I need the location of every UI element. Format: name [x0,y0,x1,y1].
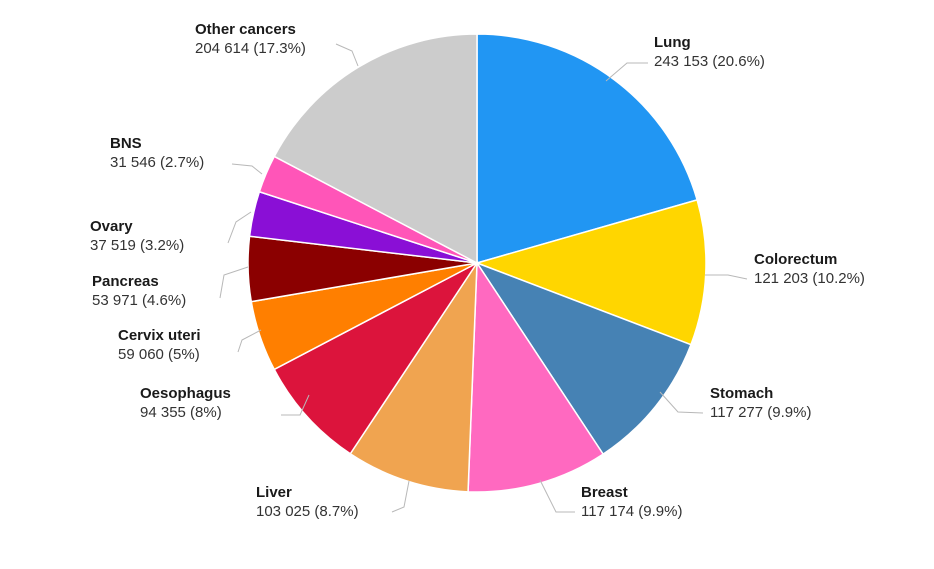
slice-label-ovary: Ovary [90,218,133,235]
slice-label-colorectum: Colorectum [754,251,837,268]
leader-line-cervix-uteri [237,329,262,353]
slice-value-cervix-uteri: 59 060 (5%) [118,346,200,363]
leader-line-bns [231,163,263,175]
leader-line-colorectum [705,274,748,280]
slice-label-stomach: Stomach [710,385,773,402]
slice-liver[interactable] [349,260,478,493]
slice-oesophagus[interactable] [273,262,478,455]
slice-value-breast: 117 174 (9.9%) [581,503,682,520]
slice-label-lung: Lung [654,34,691,51]
leader-line-breast [539,479,575,513]
leader-line-pancreas [219,266,249,299]
slice-other-cancers[interactable] [273,33,478,265]
slice-breast[interactable] [467,260,605,493]
slice-label-breast: Breast [581,484,628,501]
slice-value-colorectum: 121 203 (10.2%) [754,270,865,287]
leader-line-other-cancers [335,43,359,67]
slice-value-pancreas: 53 971 (4.6%) [92,292,186,309]
leader-line-oesophagus [281,394,310,416]
slice-value-stomach: 117 277 (9.9%) [710,404,811,421]
slice-value-bns: 31 546 (2.7%) [110,154,204,171]
slice-label-liver: Liver [256,484,292,501]
slice-lung[interactable] [476,33,699,264]
slice-value-oesophagus: 94 355 (8%) [140,404,222,421]
leader-line-stomach [659,391,704,414]
slice-value-ovary: 37 519 (3.2%) [90,237,184,254]
slice-colorectum[interactable] [474,198,707,346]
slice-label-pancreas: Pancreas [92,273,159,290]
slice-label-other-cancers: Other cancers [195,21,296,38]
slice-label-bns: BNS [110,135,142,152]
slice-value-lung: 243 153 (20.6%) [654,53,765,70]
slice-label-cervix-uteri: Cervix uteri [118,327,201,344]
leader-line-ovary [227,211,252,244]
leader-line-lung [605,62,648,82]
slice-value-liver: 103 025 (8.7%) [256,503,359,520]
slice-stomach[interactable] [475,261,692,456]
leader-line-liver [391,480,410,513]
slice-value-other-cancers: 204 614 (17.3%) [195,40,306,57]
slice-label-oesophagus: Oesophagus [140,385,231,402]
